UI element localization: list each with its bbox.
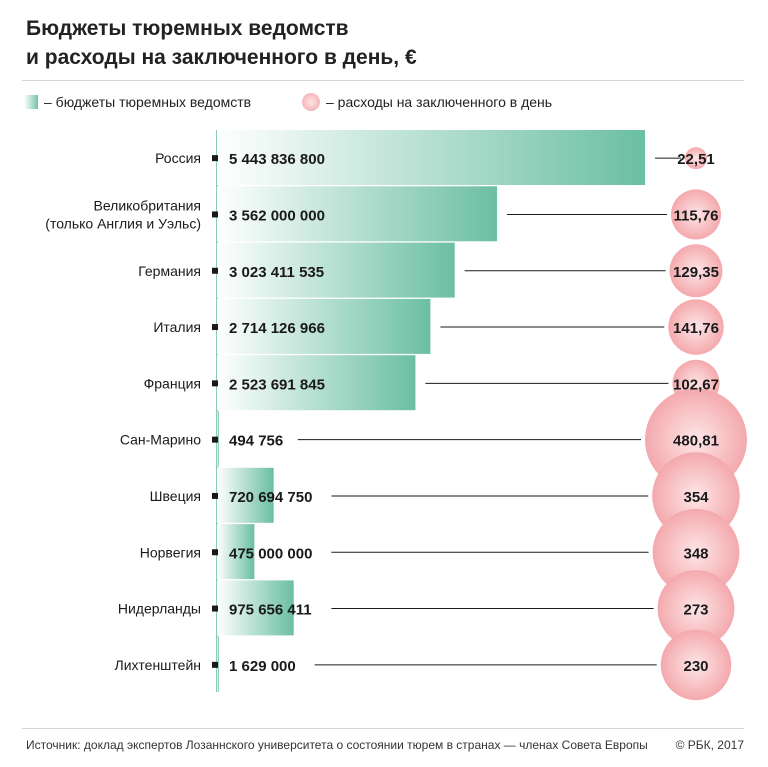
budget-value-label: 2 714 126 966 [229,320,325,337]
cost-value-label: 115,76 [673,207,718,224]
chart-title-line-2: и расходы на заключенного в день, € [26,46,417,69]
header-divider [22,80,744,81]
budget-bar [217,580,294,636]
country-label: Лихтенштейн [115,657,201,673]
row-marker [212,155,218,162]
country-label: Великобритания [93,197,201,213]
budget-bar [217,186,498,242]
cost-value-label: 22,51 [677,151,715,168]
budget-bar [217,130,645,185]
cost-circles [645,147,747,701]
budget-value-label: 3 023 411 535 [229,264,324,281]
budget-value-label: 975 656 411 [229,602,312,619]
legend-circles: – расходы на заключенного в день [302,93,552,111]
cost-value-label: 141,76 [673,320,719,337]
country-label: Италия [153,319,201,335]
row-marker [212,211,218,218]
cost-circle [657,570,735,647]
chart-title-line-1: Бюджеты тюремных ведомств [26,17,349,40]
row-marker [212,549,218,556]
budget-bar [217,467,274,523]
cost-circle [670,189,722,240]
country-label: Сан-Марино [120,432,201,448]
bars [216,130,645,692]
leader-lines [297,157,681,666]
budget-bar [217,524,255,580]
country-label: Нидерланды [118,601,201,617]
cost-value-label: 480,81 [673,433,719,450]
budget-bar [217,355,416,411]
country-label: Норвегия [140,544,201,560]
row-marker [212,605,218,612]
copyright: © РБК, 2017 [675,738,744,752]
cost-value-label: 230 [683,658,708,675]
row-marker [212,267,218,274]
budget-value-label: 2 523 691 845 [229,376,325,393]
budget-value-label: 3 562 000 000 [229,207,325,224]
budget-bar [217,242,455,298]
source-note: Источник: доклад экспертов Лозаннского у… [26,738,648,752]
chart-title: Бюджеты тюремных ведомств и расходы на з… [26,14,417,72]
legend-bar-swatch [24,95,38,109]
legend-bars-label: – бюджеты тюремных ведомств [44,94,252,110]
cost-value-label: 129,35 [673,264,719,281]
country-label: Швеция [150,488,201,504]
cost-circle [684,147,708,170]
footer-divider [22,728,744,729]
legend-circle-swatch [302,93,320,111]
legend-circles-label: – расходы на заключенного в день [326,94,553,110]
row-marker [212,661,218,668]
budget-value-label: 494 756 [229,433,283,450]
country-label: Франция [144,375,201,391]
budget-bar [217,298,431,354]
cost-value-label: 348 [683,545,708,562]
row-marker [212,324,218,331]
row-marker [212,436,218,443]
legend-bars: – бюджеты тюремных ведомств [24,93,251,111]
cost-value-label: 102,67 [673,376,719,393]
row-marker [212,492,218,499]
budget-value-label: 5 443 836 800 [229,151,325,168]
labels: Россия 5 443 836 800 22,51 Великобритания (т… [45,150,719,675]
budget-value-label: 1 629 000 [229,658,296,675]
cost-circle [668,299,724,355]
country-label: (только Англия и Уэльс) [45,215,201,231]
cost-value-label: 273 [683,602,708,619]
cost-value-label: 354 [683,489,709,506]
cost-circle [660,629,732,701]
row-marker [212,380,218,387]
budget-value-label: 475 000 000 [229,545,312,562]
cost-circle [652,508,740,596]
budget-value-label: 720 694 750 [229,489,312,506]
country-label: Германия [138,263,201,279]
country-label: Россия [155,150,201,166]
cost-circle [669,244,723,298]
